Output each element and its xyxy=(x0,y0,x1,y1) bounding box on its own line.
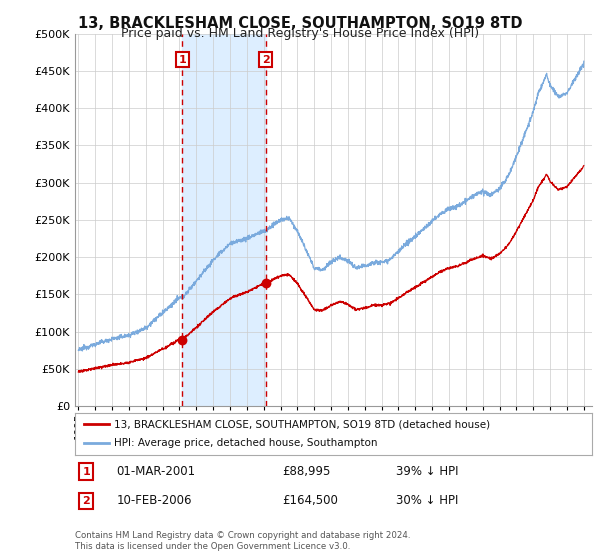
Text: 1: 1 xyxy=(83,466,90,477)
Point xyxy=(178,335,187,344)
Bar xyxy=(182,34,266,406)
Text: £164,500: £164,500 xyxy=(282,494,338,507)
Text: Contains HM Land Registry data © Crown copyright and database right 2024.: Contains HM Land Registry data © Crown c… xyxy=(75,531,410,540)
Text: £88,995: £88,995 xyxy=(282,465,330,478)
Text: 30% ↓ HPI: 30% ↓ HPI xyxy=(395,494,458,507)
Text: Price paid vs. HM Land Registry's House Price Index (HPI): Price paid vs. HM Land Registry's House … xyxy=(121,27,479,40)
Point xyxy=(261,279,271,288)
Text: HPI: Average price, detached house, Southampton: HPI: Average price, detached house, Sout… xyxy=(114,438,377,449)
Text: 13, BRACKLESHAM CLOSE, SOUTHAMPTON, SO19 8TD: 13, BRACKLESHAM CLOSE, SOUTHAMPTON, SO19… xyxy=(78,16,522,31)
Text: 01-MAR-2001: 01-MAR-2001 xyxy=(116,465,196,478)
Text: 39% ↓ HPI: 39% ↓ HPI xyxy=(395,465,458,478)
Text: 2: 2 xyxy=(262,55,269,64)
Text: 10-FEB-2006: 10-FEB-2006 xyxy=(116,494,192,507)
Text: 13, BRACKLESHAM CLOSE, SOUTHAMPTON, SO19 8TD (detached house): 13, BRACKLESHAM CLOSE, SOUTHAMPTON, SO19… xyxy=(114,419,490,429)
Text: 1: 1 xyxy=(178,55,186,64)
Text: 2: 2 xyxy=(83,496,90,506)
Text: This data is licensed under the Open Government Licence v3.0.: This data is licensed under the Open Gov… xyxy=(75,542,350,551)
